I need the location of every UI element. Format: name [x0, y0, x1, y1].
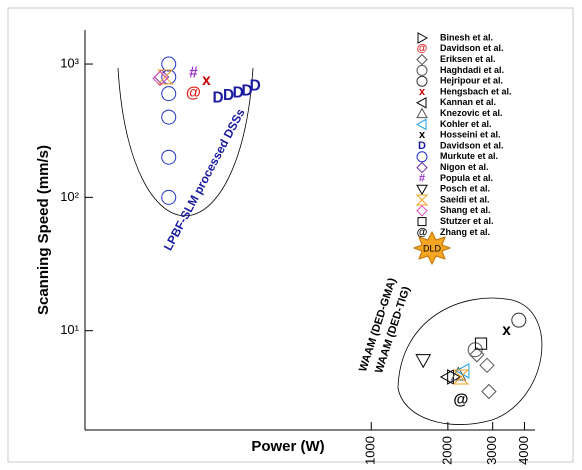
legend-symbol: @ — [417, 226, 428, 238]
frame — [7, 7, 574, 463]
legend-label: Haghdadi et al. — [440, 65, 504, 75]
legend-symbol — [415, 96, 427, 109]
legend-label: Shang et al. — [440, 205, 491, 215]
legend-symbol: @ — [417, 43, 428, 55]
point: @ — [453, 391, 468, 408]
y-tick-label: 10¹ — [60, 322, 79, 337]
legend-label: Davidson et al. — [440, 43, 504, 53]
legend-symbol — [415, 118, 427, 131]
x-tick-label: 4000 — [516, 436, 531, 465]
legend-label: Binesh et al. — [440, 32, 493, 42]
legend-symbol — [416, 205, 428, 217]
point — [152, 70, 168, 87]
legend-symbol — [417, 32, 429, 44]
point: D — [223, 87, 234, 104]
legend-symbol — [416, 184, 428, 196]
legend-symbol — [417, 217, 427, 227]
legend-label: Zhang et al. — [440, 227, 490, 237]
legend-symbol: # — [419, 172, 425, 184]
dld-badge — [412, 230, 452, 266]
legend-label: Saeidi et al. — [440, 194, 490, 204]
y-axis-title: Scanning Speed (mm/s) — [35, 145, 52, 315]
x-tick-label: 1000 — [363, 436, 378, 465]
point: D — [241, 82, 252, 99]
legend-label: Eriksen et al. — [440, 54, 496, 64]
y-tick-label: 10² — [60, 189, 79, 204]
point: @ — [186, 85, 201, 102]
point: D — [250, 77, 261, 94]
legend-label: Kannan et al. — [440, 97, 496, 107]
legend-symbol: x — [419, 86, 426, 98]
legend-symbol — [416, 161, 428, 174]
legend-symbol — [416, 151, 428, 163]
legend-symbol — [415, 194, 429, 206]
point: # — [189, 65, 198, 82]
x-tick-label: 3000 — [484, 436, 499, 465]
point — [455, 362, 470, 379]
waam-region — [397, 297, 543, 425]
annotation: LPBF-SLM processed DSSs — [161, 106, 248, 253]
legend-label: Stutzer et al. — [440, 216, 494, 226]
legend-label: Knezovic et al. — [440, 108, 503, 118]
point — [452, 369, 470, 385]
point — [161, 86, 177, 102]
point — [474, 337, 488, 350]
legend-symbol — [416, 53, 428, 66]
legend-label: Nigon et al. — [440, 162, 489, 172]
annotation: DLD — [423, 243, 442, 253]
y-tick-label: 10³ — [60, 55, 79, 70]
point — [415, 354, 432, 369]
legend-symbol — [416, 107, 428, 119]
legend-label: Murkute et al. — [440, 151, 498, 161]
legend-label: Popula et al. — [440, 173, 493, 183]
legend-label: Davidson et al. — [440, 140, 504, 150]
legend-label: Posch et al. — [440, 184, 490, 194]
point — [481, 383, 497, 400]
point: x — [202, 72, 211, 89]
point — [511, 312, 527, 328]
point — [161, 56, 177, 72]
legend-label: Hejripour et al. — [440, 76, 503, 86]
legend-symbol: x — [419, 129, 426, 141]
point — [161, 149, 177, 165]
lpbf-region — [117, 67, 254, 216]
x-tick-label: 2000 — [439, 436, 454, 465]
legend-label: Kohler et al. — [440, 119, 492, 129]
point — [161, 109, 177, 125]
legend-label: Hosseini et al. — [440, 130, 501, 140]
legend-symbol — [416, 64, 428, 76]
point — [161, 189, 177, 205]
legend-symbol: D — [418, 140, 426, 152]
point: D — [233, 85, 244, 102]
legend-label: Hengsbach et al. — [440, 86, 512, 96]
point — [479, 357, 495, 374]
legend-symbol — [416, 75, 428, 87]
x-axis-title: Power (W) — [251, 438, 324, 455]
point: x — [502, 322, 511, 339]
point: D — [212, 90, 223, 107]
